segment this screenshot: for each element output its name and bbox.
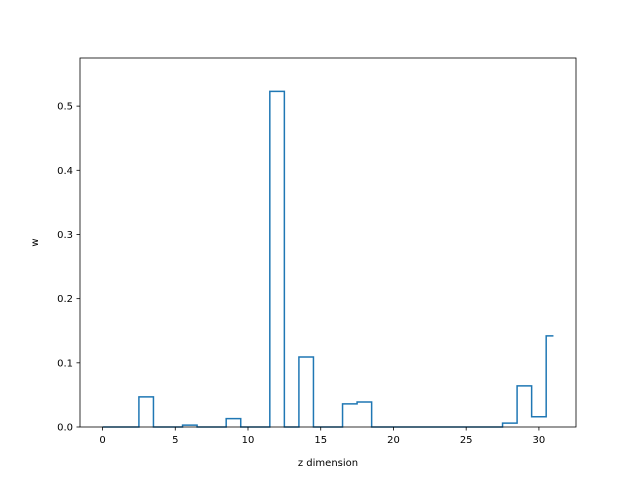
x-tick-label: 20 [387, 435, 400, 446]
x-tick-label: 15 [314, 435, 327, 446]
x-tick-label: 5 [172, 435, 178, 446]
x-tick-label: 0 [99, 435, 105, 446]
plot-area [80, 58, 576, 427]
y-tick-label: 0.2 [57, 294, 73, 305]
y-tick-label: 0.5 [57, 102, 73, 113]
y-tick-label: 0.1 [57, 358, 73, 369]
x-tick-label: 10 [242, 435, 255, 446]
axes-spines [79, 57, 577, 428]
x-tick-label: 25 [460, 435, 473, 446]
y-tick-label: 0.0 [57, 423, 73, 434]
x-axis-label: z dimension [298, 458, 358, 469]
y-tick-label: 0.3 [57, 230, 73, 241]
x-tick-label: 30 [533, 435, 546, 446]
y-axis-ticks: 0.0 0.1 0.2 0.3 0.4 0.5 [57, 102, 80, 434]
y-axis-label: w [30, 238, 41, 246]
y-tick-label: 0.4 [57, 166, 73, 177]
x-axis-ticks: 0 5 10 15 20 25 30 [99, 427, 545, 446]
axes-frame [79, 57, 577, 428]
